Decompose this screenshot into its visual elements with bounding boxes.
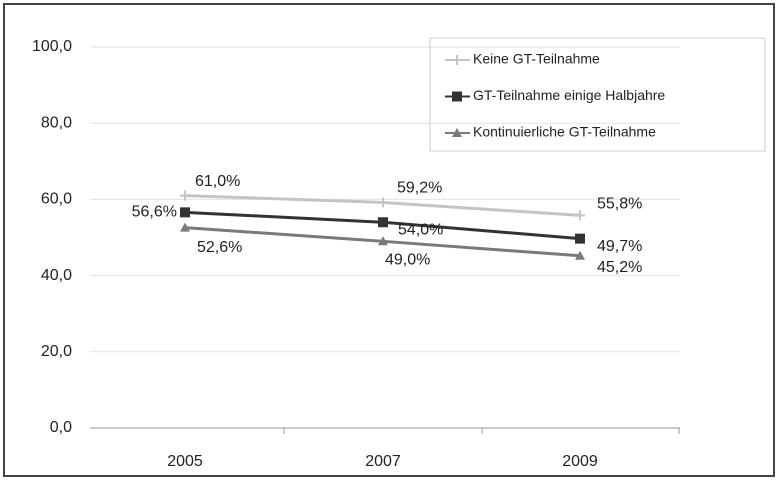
data-label: 56,6%	[132, 204, 177, 221]
x-tick-label: 2009	[562, 453, 598, 470]
marker	[378, 217, 388, 228]
marker	[575, 250, 585, 260]
marker	[452, 55, 462, 65]
y-tick-label: 0,0	[50, 419, 72, 436]
marker	[575, 210, 585, 221]
y-tick-label: 80,0	[41, 114, 72, 131]
data-label: 49,7%	[597, 238, 642, 255]
data-label: 49,0%	[385, 252, 430, 269]
data-label: 59,2%	[397, 180, 442, 197]
data-label: 45,2%	[597, 259, 642, 276]
x-tick-label: 2005	[167, 453, 203, 470]
legend-box	[429, 37, 766, 152]
marker	[378, 197, 388, 208]
legend-label: Keine GT-Teilnahme	[473, 51, 600, 67]
data-label: 54,0%	[398, 221, 443, 238]
marker	[180, 190, 190, 201]
marker	[452, 128, 462, 137]
marker	[180, 207, 190, 218]
data-label: 52,6%	[197, 239, 242, 256]
y-tick-label: 60,0	[41, 191, 72, 208]
data-label: 55,8%	[597, 196, 642, 213]
marker	[452, 91, 462, 102]
y-tick-label: 40,0	[41, 267, 72, 284]
y-tick-label: 20,0	[41, 343, 72, 360]
x-tick-label: 2007	[365, 453, 401, 470]
frame	[3, 3, 775, 477]
y-tick-label: 100,0	[32, 38, 72, 55]
legend-label: Kontinuierliche GT-Teilnahme	[473, 124, 656, 140]
data-label: 61,0%	[195, 173, 240, 190]
marker	[180, 222, 190, 232]
legend-label: GT-Teilnahme einige Halbjahre	[473, 87, 665, 103]
marker	[575, 233, 585, 244]
marker	[378, 236, 388, 246]
